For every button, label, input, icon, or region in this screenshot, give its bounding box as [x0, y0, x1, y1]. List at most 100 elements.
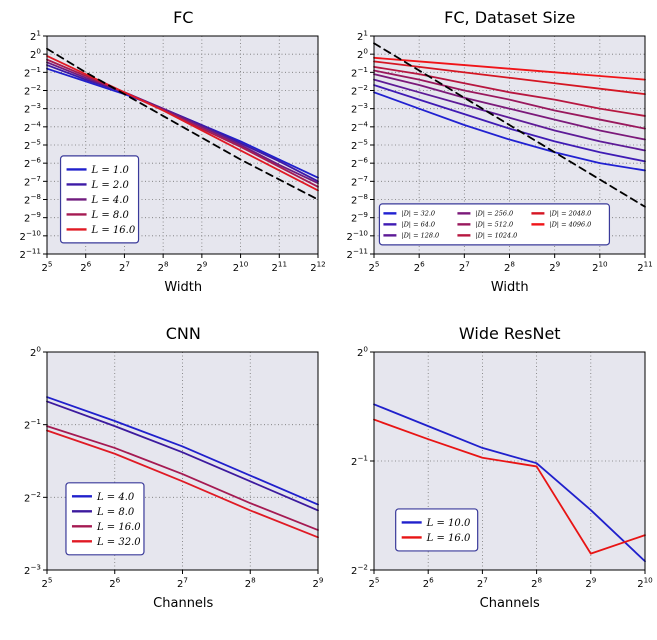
- legend: L = 1.0 L = 2.0 L = 4.0 L = 8.0 L = 16.0: [60, 155, 140, 244]
- svg-text:2−3: 2−3: [24, 101, 41, 116]
- cnn-title: CNN: [165, 324, 201, 343]
- svg-text:21: 21: [30, 30, 41, 43]
- svg-text:26: 26: [413, 260, 424, 275]
- fc-xlabel: Width: [164, 280, 203, 295]
- svg-text:28: 28: [245, 576, 256, 591]
- svg-text:211: 211: [637, 260, 653, 275]
- svg-text:210: 210: [592, 260, 608, 275]
- fc-dataset-size-xlabel: Width: [490, 280, 529, 295]
- svg-text:2−2: 2−2: [24, 83, 41, 98]
- legend-label: |D| = 64.0: [401, 221, 435, 229]
- y-axis-ticks: 20 2−1 2−2: [351, 346, 374, 577]
- x-axis-ticks: 25 26 27 28 29 210 211 212: [42, 254, 326, 274]
- y-axis-ticks: 21 20 2−1 2−2 2−3 2−4 2−5 2−6 2−7 2−8 2−9 2−10 2−11: [346, 30, 374, 261]
- legend-label: |D| = 256.0: [475, 210, 513, 218]
- svg-text:2−6: 2−6: [351, 156, 368, 171]
- reference-dashed-line: [372, 42, 646, 208]
- legend-label: L = 32.0: [96, 537, 141, 548]
- series-line: [372, 418, 646, 555]
- legend-label: L = 16.0: [96, 522, 141, 533]
- svg-text:28: 28: [158, 260, 169, 275]
- reference-dashed-line: [46, 47, 320, 201]
- svg-text:2−3: 2−3: [351, 101, 368, 116]
- legend-label: |D| = 2048.0: [549, 210, 591, 218]
- svg-text:2−11: 2−11: [346, 247, 368, 262]
- svg-text:20: 20: [30, 346, 41, 359]
- series-line: [46, 400, 320, 512]
- svg-text:2−8: 2−8: [24, 192, 41, 207]
- series-line: [46, 396, 320, 506]
- svg-text:211: 211: [272, 260, 288, 275]
- svg-text:20: 20: [357, 346, 368, 359]
- legend: L = 10.0 L = 16.0: [394, 508, 479, 552]
- svg-text:20: 20: [30, 47, 41, 62]
- svg-text:27: 27: [459, 260, 470, 275]
- svg-text:21: 21: [357, 30, 368, 43]
- fc-chart-canvas: 25 26 27 28 29 210 211 212 21 20 2−1 2−2 2−3 2−4 2−5 2−…: [20, 30, 326, 274]
- svg-text:2−8: 2−8: [351, 192, 368, 207]
- svg-text:29: 29: [313, 576, 324, 591]
- legend-label: |D| = 1024.0: [475, 232, 517, 240]
- svg-text:28: 28: [504, 260, 515, 275]
- legend-label: L = 16.0: [91, 225, 136, 236]
- legend-label: L = 1.0: [91, 165, 130, 176]
- legend-box: [60, 155, 140, 244]
- svg-text:2−1: 2−1: [24, 417, 41, 432]
- x-axis-ticks: 25 26 27 28 29 210: [368, 570, 653, 590]
- panel-wide-resnet: Wide ResNet 25 26 27 28 29 210 20 2−1 2−2 L = 10.…: [329, 322, 656, 638]
- svg-text:25: 25: [42, 576, 53, 591]
- svg-text:28: 28: [531, 576, 542, 591]
- svg-text:2−1: 2−1: [351, 65, 368, 80]
- wide-resnet-title: Wide ResNet: [458, 324, 561, 343]
- series-line: [372, 65, 646, 117]
- legend-label: L = 8.0: [96, 507, 135, 518]
- svg-text:2−1: 2−1: [24, 65, 41, 80]
- svg-text:25: 25: [368, 260, 379, 275]
- series-line: [372, 403, 646, 563]
- svg-text:2−9: 2−9: [351, 210, 368, 225]
- series-line: [372, 91, 646, 172]
- svg-text:2−1: 2−1: [351, 454, 368, 469]
- svg-text:2−4: 2−4: [351, 119, 368, 134]
- svg-text:26: 26: [80, 260, 91, 275]
- cnn-chart-canvas: 25 26 27 28 29 20 2−1 2−2 2−3 L = 4.0 L = 8.0 L = 1…: [24, 346, 324, 590]
- panel-cnn: CNN 25 26 27 28 29 20 2−1 2−2 2−3 L = 4.0 L = 8.0 L…: [2, 322, 329, 638]
- svg-text:27: 27: [477, 576, 488, 591]
- svg-text:25: 25: [42, 260, 53, 275]
- svg-text:27: 27: [177, 576, 188, 591]
- fc-dataset-size-chart-canvas: 25 26 27 28 29 210 211 21 20 2−1 2−2 2−3 2−4 2−5 2−6 2−…: [346, 30, 653, 275]
- series-line: [46, 429, 320, 539]
- legend-box: [65, 482, 145, 556]
- legend-box: [394, 508, 479, 552]
- svg-text:25: 25: [368, 576, 379, 591]
- legend-label: L = 10.0: [425, 518, 470, 529]
- panel-fc-dataset-size: FC, Dataset Size 25 26 27 28 29 210 211 21 20 2−1…: [329, 6, 656, 322]
- wide-resnet-xlabel: Channels: [479, 596, 540, 611]
- series-lines: [46, 47, 320, 201]
- svg-text:2−10: 2−10: [346, 228, 368, 243]
- x-axis-ticks: 25 26 27 28 29: [42, 570, 324, 590]
- legend-label: |D| = 128.0: [401, 232, 439, 240]
- series-lines: [46, 396, 320, 539]
- series-line: [372, 73, 646, 141]
- svg-text:29: 29: [585, 576, 596, 591]
- series-lines: [372, 403, 646, 563]
- panel-fc: FC 25 26 27 28 29 210 211 212 21 20 2−1 2−2 2−3 2−4 2−…: [2, 6, 329, 322]
- svg-text:2−6: 2−6: [24, 156, 41, 171]
- legend-label: |D| = 512.0: [475, 221, 513, 229]
- series-line: [372, 60, 646, 96]
- cnn-xlabel: Channels: [153, 596, 214, 611]
- svg-text:2−3: 2−3: [24, 563, 41, 578]
- svg-text:29: 29: [197, 260, 208, 275]
- y-axis-ticks: 21 20 2−1 2−2 2−3 2−4 2−5 2−6 2−7 2−8 2−9 2−10 2−11: [20, 30, 48, 261]
- svg-text:210: 210: [233, 260, 249, 275]
- svg-text:2−11: 2−11: [20, 247, 42, 262]
- svg-text:2−5: 2−5: [24, 138, 41, 153]
- legend-label: L = 4.0: [91, 195, 130, 206]
- svg-text:29: 29: [549, 260, 560, 275]
- fc-title: FC: [173, 8, 194, 27]
- y-axis-ticks: 20 2−1 2−2 2−3: [24, 346, 48, 578]
- legend-label: L = 8.0: [91, 210, 130, 221]
- svg-text:2−5: 2−5: [351, 138, 368, 153]
